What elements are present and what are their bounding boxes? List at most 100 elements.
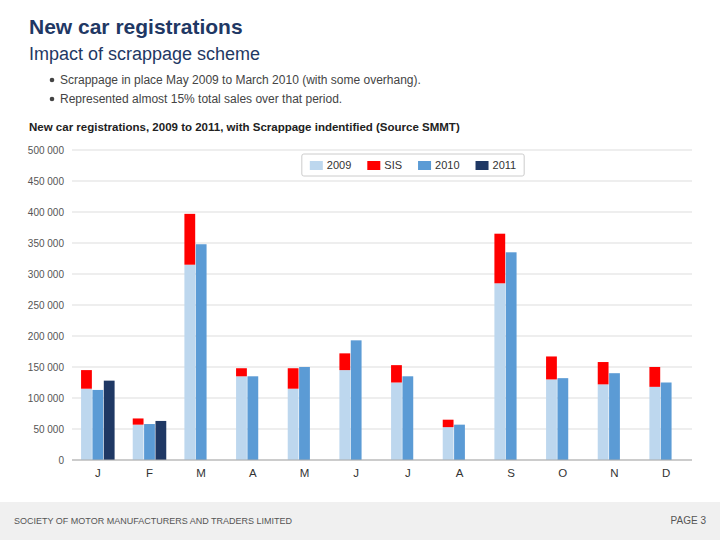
bar xyxy=(236,368,247,376)
bar xyxy=(649,387,660,460)
x-tick-label: J xyxy=(353,467,359,479)
bar xyxy=(144,424,155,460)
grid xyxy=(72,150,692,460)
grid-line xyxy=(72,274,692,275)
bar xyxy=(661,383,672,461)
x-tick-label: J xyxy=(405,467,411,479)
bar xyxy=(402,376,413,460)
grid-line xyxy=(72,181,692,182)
y-tick-label: 200 000 xyxy=(28,331,65,342)
bar xyxy=(339,353,350,370)
bar xyxy=(391,365,402,382)
bar xyxy=(557,378,568,460)
bar xyxy=(299,367,310,460)
bullet-text: Scrappage in place May 2009 to March 201… xyxy=(60,73,421,87)
y-tick-label: 150 000 xyxy=(28,362,65,373)
x-axis: JFMAMJJASOND xyxy=(95,467,670,479)
bar xyxy=(494,283,505,460)
grid-line xyxy=(72,305,692,306)
y-tick-label: 400 000 xyxy=(28,207,65,218)
x-tick-label: A xyxy=(456,467,464,479)
bar xyxy=(339,370,350,460)
bar xyxy=(133,418,144,424)
y-tick-label: 250 000 xyxy=(28,300,65,311)
bullet-text: Represented almost 15% total sales over … xyxy=(60,92,342,106)
footer-right: PAGE 3 xyxy=(671,515,707,526)
legend-label: SIS xyxy=(384,159,402,171)
background xyxy=(0,0,720,540)
y-tick-label: 500 000 xyxy=(28,145,65,156)
bar xyxy=(351,340,362,460)
y-tick-label: 50 000 xyxy=(33,424,64,435)
grid-line xyxy=(72,336,692,337)
bar xyxy=(649,367,660,387)
legend-label: 2010 xyxy=(435,159,459,171)
bar xyxy=(609,373,620,460)
bar xyxy=(236,376,247,460)
bar xyxy=(92,390,103,460)
bar xyxy=(288,389,299,460)
x-tick-label: N xyxy=(610,467,618,479)
chart: New car registrations Impact of scrappage… xyxy=(0,0,720,540)
y-tick-label: 450 000 xyxy=(28,176,65,187)
bar xyxy=(494,234,505,284)
x-tick-label: D xyxy=(662,467,670,479)
bar xyxy=(598,362,609,384)
legend-swatch xyxy=(418,161,431,170)
bar xyxy=(184,265,195,460)
series xyxy=(81,214,660,427)
footer-left: SOCIETY OF MOTOR MANUFACTURERS AND TRADE… xyxy=(14,516,293,526)
grid-line xyxy=(72,460,692,461)
y-tick-label: 0 xyxy=(58,455,64,466)
grid-line xyxy=(72,212,692,213)
bar xyxy=(133,425,144,460)
x-tick-label: M xyxy=(196,467,206,479)
legend-items: 2009 SIS 2010 2011 xyxy=(310,159,516,171)
bar xyxy=(443,420,454,427)
y-tick-label: 100 000 xyxy=(28,393,65,404)
bar xyxy=(546,379,557,460)
x-tick-label: S xyxy=(507,467,515,479)
bar xyxy=(196,244,207,460)
y-axis: 0 50 000 100 000 150 000 200 000 250 000 300 0… xyxy=(28,145,65,466)
bar xyxy=(454,425,465,460)
bar xyxy=(247,376,258,460)
grid-line xyxy=(72,243,692,244)
bar xyxy=(184,214,195,265)
bar xyxy=(506,252,517,460)
footer-band xyxy=(0,502,720,540)
chart-title: New car registrations, 2009 to 2011, wit… xyxy=(29,121,460,133)
bullet-dot xyxy=(50,78,55,83)
legend-swatch xyxy=(476,161,489,170)
series xyxy=(104,381,166,460)
legend-label: 2011 xyxy=(493,159,517,171)
bar xyxy=(81,389,92,460)
bar xyxy=(391,383,402,461)
bar xyxy=(81,370,92,389)
bullet-dot xyxy=(50,97,55,102)
title: New car registrations xyxy=(29,15,243,38)
bar xyxy=(104,381,115,460)
bar xyxy=(598,384,609,460)
x-tick-label: O xyxy=(558,467,567,479)
bar xyxy=(155,421,166,460)
series xyxy=(92,244,671,460)
legend-swatch xyxy=(310,161,323,170)
bar xyxy=(546,356,557,379)
bar xyxy=(443,427,454,460)
x-tick-label: M xyxy=(300,467,310,479)
x-tick-label: J xyxy=(95,467,101,479)
y-tick-label: 350 000 xyxy=(28,238,65,249)
legend-box xyxy=(302,154,524,176)
series xyxy=(81,265,660,460)
x-tick-label: F xyxy=(146,467,153,479)
legend-swatch xyxy=(367,161,380,170)
subtitle: Impact of scrappage scheme xyxy=(29,44,260,64)
x-axis-line xyxy=(72,460,692,461)
legend: 2009 SIS 2010 2011 xyxy=(302,154,524,176)
bar xyxy=(288,368,299,388)
y-tick-label: 300 000 xyxy=(28,269,65,280)
legend-label: 2009 xyxy=(327,159,351,171)
grid-line xyxy=(72,150,692,151)
bars xyxy=(81,214,671,460)
